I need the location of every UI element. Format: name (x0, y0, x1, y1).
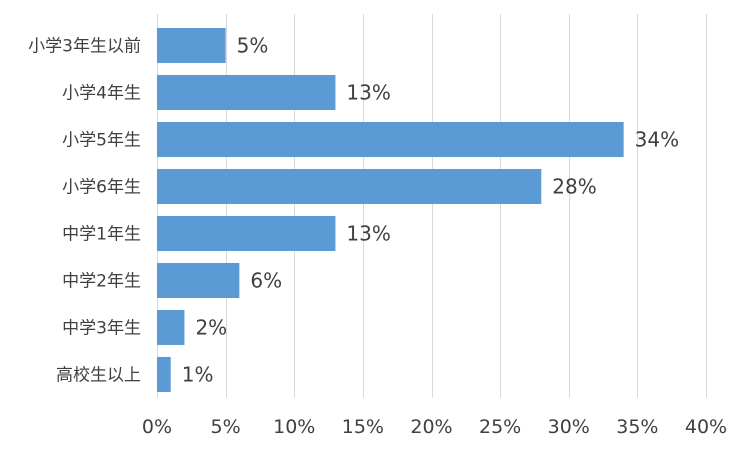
category-label: 高校生以上 (56, 366, 141, 386)
bars (157, 27, 624, 393)
x-tick-label: 30% (548, 416, 590, 438)
category-label: 小学6年生 (62, 178, 141, 198)
x-tick-label: 5% (211, 416, 241, 438)
x-tick-label: 25% (479, 416, 521, 438)
x-axis-tick-labels: 0% 5% 10% 15% 20% 25% 30% 35% 40% (142, 416, 727, 438)
data-label: 6% (250, 269, 282, 293)
bar (157, 168, 542, 205)
category-label: 小学5年生 (62, 131, 141, 151)
data-label: 28% (552, 175, 596, 199)
bar (157, 356, 171, 393)
x-tick-label: 10% (273, 416, 315, 438)
gridlines (157, 14, 707, 398)
data-label: 13% (346, 222, 390, 246)
bar (157, 121, 624, 158)
data-labels: 5% 13% 34% 28% 13% 6% 2% 1% (182, 34, 679, 387)
category-label: 小学4年生 (62, 84, 141, 104)
data-label: 5% (237, 34, 269, 58)
data-label: 2% (195, 316, 227, 340)
category-labels: 小学3年生以前小学4年生小学5年生小学6年生中学1年生中学2年生中学3年生高校生… (28, 37, 141, 386)
x-tick-label: 40% (685, 416, 727, 438)
data-label: 13% (346, 81, 390, 105)
category-label: 小学3年生以前 (28, 37, 141, 57)
x-tick-label: 15% (342, 416, 384, 438)
bar (157, 309, 185, 346)
data-label: 1% (182, 363, 214, 387)
x-tick-label: 35% (616, 416, 658, 438)
x-tick-label: 0% (142, 416, 172, 438)
category-label: 中学3年生 (62, 319, 141, 339)
bar (157, 262, 240, 299)
bar (157, 74, 336, 111)
bar (157, 27, 226, 64)
x-tick-label: 20% (410, 416, 452, 438)
category-label: 中学1年生 (62, 225, 141, 245)
category-label: 中学2年生 (62, 272, 141, 292)
bar (157, 215, 336, 252)
data-label: 34% (635, 128, 679, 152)
